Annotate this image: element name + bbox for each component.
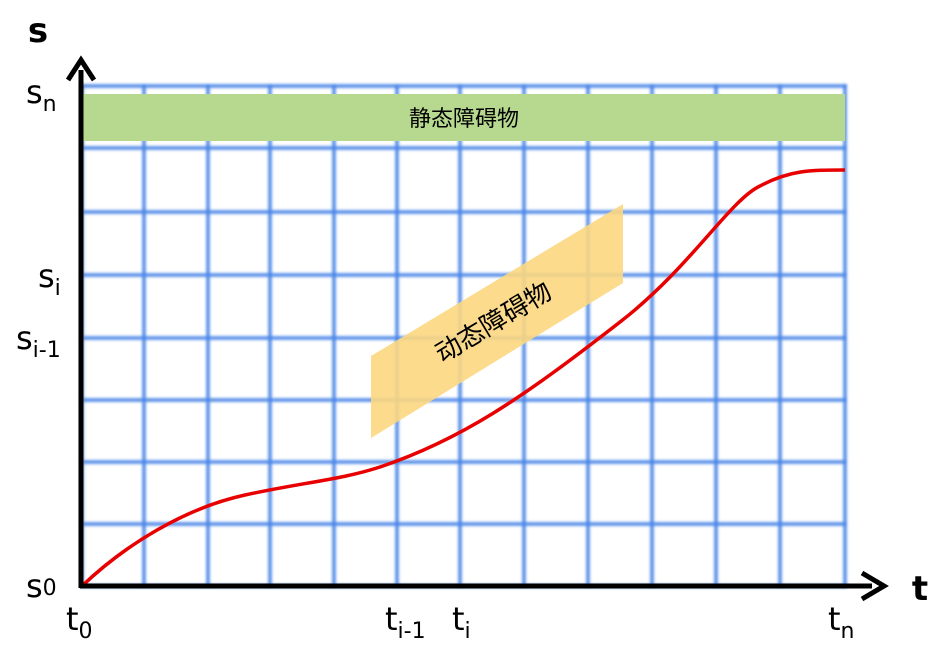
t-tick-base: t [385, 600, 398, 638]
s-tick-labels: sn si si-1 s0 [16, 73, 61, 605]
t-tick-sub: i [465, 619, 471, 644]
axes [65, 55, 889, 602]
static-obstacle-region [82, 94, 845, 141]
t-tick-label-tn: tn [828, 600, 855, 644]
t-axis-title: t [912, 569, 928, 609]
dynamic-obstacle-region [371, 204, 623, 438]
s-tick-base: s [26, 567, 43, 605]
t-tick-label-ti-1: ti-1 [385, 600, 426, 644]
t-tick-label-t0: t0 [66, 600, 93, 644]
s-tick-sub: i [55, 276, 61, 301]
static-obstacle-label: 静态障碍物 [409, 107, 519, 132]
s-tick-label-si-1: si-1 [16, 319, 61, 363]
t-tick-base: t [66, 600, 79, 638]
t-tick-label-ti: ti [452, 600, 471, 644]
s-tick-base: s [38, 257, 55, 295]
s-tick-base: s [16, 319, 33, 357]
s-axis-title: s [28, 11, 48, 51]
t-axis-arrowhead [860, 570, 889, 602]
t-tick-sub: 0 [79, 619, 93, 644]
s-tick-label-si: si [38, 257, 61, 301]
s-axis-arrowhead [65, 55, 97, 82]
s-tick-sub: 0 [43, 576, 57, 601]
s-tick-base: s [26, 73, 43, 111]
s-tick-sub: n [43, 92, 57, 117]
t-tick-base: t [452, 600, 465, 638]
t-tick-labels: t0 ti-1 ti tn [66, 600, 855, 644]
s-tick-label-s0: s0 [26, 567, 57, 605]
s-tick-sub: i-1 [33, 338, 61, 363]
trajectory-curve [80, 168, 846, 588]
t-tick-sub: n [841, 619, 855, 644]
t-tick-base: t [828, 600, 841, 638]
s-tick-label-sn: sn [26, 73, 57, 117]
t-tick-sub: i-1 [398, 619, 426, 644]
